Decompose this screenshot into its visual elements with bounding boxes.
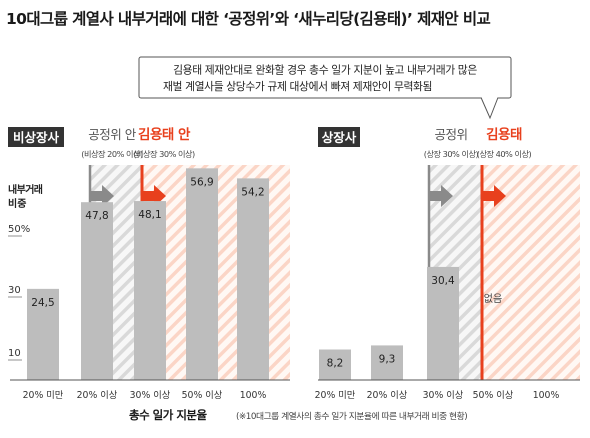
bar-value-label-listed-0: 8,2: [327, 357, 344, 369]
y-tick-label-2: 10: [8, 348, 21, 359]
listed-threshold-arrow-gray: [429, 185, 453, 207]
listed-threshold-sub-gray: (상장 30% 이상): [424, 149, 479, 159]
y-axis-label-line-1: 내부거래: [8, 183, 43, 196]
x-tick-label-listed-0: 20% 미만: [315, 390, 356, 401]
chart-title: 10대그룹 계열사 내부거래에 대한 ‘공정위’와 ‘새누리당(김용태)’ 제재…: [6, 10, 491, 28]
footer-axis-title: 총수 일가 지분율: [129, 408, 207, 422]
listed-threshold-sub-red: (상장 40% 이상): [477, 149, 532, 159]
x-tick-label-unlisted-0: 20% 미만: [23, 390, 64, 401]
y-tick-label-1: 30: [8, 285, 21, 296]
bar-value-label-unlisted-1: 47,8: [85, 210, 108, 222]
listed-threshold-name-red: 김용태: [486, 127, 522, 143]
footer-note: (※10대그룹 계열사의 총수 일가 지분율에 따른 내부거래 비중 현황): [236, 410, 467, 422]
unlisted-threshold-name-red: 김용태 안: [138, 126, 191, 143]
x-tick-label-listed-4: 100%: [533, 390, 560, 401]
x-tick-label-unlisted-2: 30% 이상: [130, 390, 171, 401]
bar-listed-0: [319, 349, 351, 380]
bar-unlisted-0: [27, 288, 59, 380]
unlisted-threshold-name-gray: 공정위 안: [88, 127, 136, 142]
callout-line-2: 재벌 계열사들 상당수가 규제 대상에서 빠져 제재안이 무력화됨: [163, 80, 432, 93]
unlisted-threshold-sub-red: (비상장 30% 이상): [133, 149, 195, 159]
callout-box: [138, 56, 512, 99]
callout-pointer: [480, 97, 499, 120]
bar-unlisted-3: [186, 168, 218, 380]
bar-unlisted-2: [134, 201, 166, 380]
x-tick-label-unlisted-4: 100%: [240, 390, 267, 401]
x-tick-label-listed-3: 50% 이상: [473, 390, 514, 401]
unlisted-threshold-sub-gray: (비상장 20% 이상): [81, 149, 143, 159]
bar-listed-1: [371, 345, 403, 380]
callout-line-1: 김용태 제재안대로 완화할 경우 총수 일가 지분이 높고 내부거래가 많은: [173, 63, 477, 77]
x-tick-label-unlisted-1: 20% 이상: [77, 390, 118, 401]
no-data-label-listed-3: 없음: [484, 292, 502, 305]
bar-unlisted-1: [81, 202, 113, 380]
bar-listed-2: [427, 266, 459, 380]
unlisted-threshold-arrow-gray: [90, 185, 114, 207]
x-tick-label-listed-2: 30% 이상: [423, 390, 464, 401]
bar-value-label-unlisted-4: 54,2: [241, 186, 264, 198]
listed-threshold-arrow-red: [482, 185, 506, 207]
y-axis-label-line-2: 비중: [8, 197, 26, 210]
listed-panel-label-bg: [318, 127, 360, 147]
unlisted-panel-label: 비상장사: [13, 130, 60, 145]
bar-value-label-unlisted-3: 56,9: [190, 176, 213, 188]
bar-unlisted-4: [237, 178, 269, 380]
bar-value-label-unlisted-0: 24,5: [31, 297, 54, 309]
listed-panel-label: 상장사: [322, 130, 357, 145]
unlisted-panel-label-bg: [8, 127, 64, 147]
x-tick-label-unlisted-3: 50% 이상: [182, 390, 223, 401]
x-tick-label-listed-1: 20% 이상: [367, 390, 408, 401]
bar-value-label-listed-1: 9,3: [379, 353, 396, 365]
bar-value-label-unlisted-2: 48,1: [138, 209, 161, 221]
bar-value-label-listed-2: 30,4: [431, 275, 455, 287]
y-tick-label-0: 50%: [8, 224, 30, 235]
listed-threshold-name-gray: 공정위: [434, 127, 467, 142]
